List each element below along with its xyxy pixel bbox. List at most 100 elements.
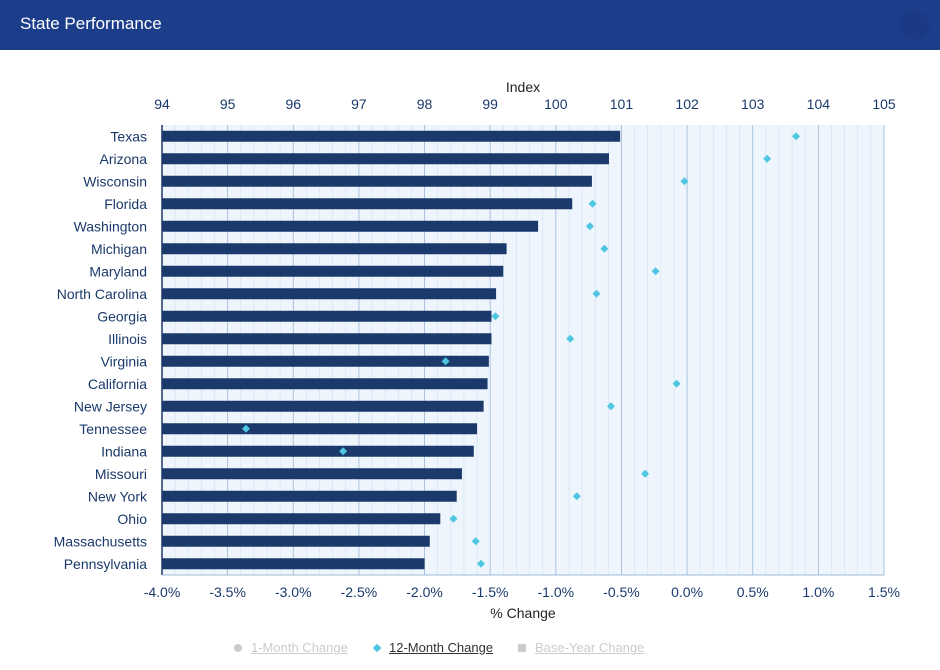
bottom-axis-tick-label: 1.5% (868, 584, 900, 600)
category-label: Florida (104, 196, 147, 212)
bar (162, 130, 621, 142)
diamond-marker (566, 334, 575, 343)
category-label: Georgia (97, 308, 147, 324)
bar (162, 535, 430, 547)
category-label: Maryland (89, 263, 147, 279)
diamond-marker (585, 222, 594, 231)
diamond-marker (449, 514, 458, 523)
bar (162, 288, 497, 300)
bottom-axis-tick-label: 0.0% (671, 584, 703, 600)
bar (162, 378, 488, 390)
bottom-axis-tick-label: -2.5% (341, 584, 378, 600)
top-axis-tick-label: 103 (741, 96, 765, 112)
legend-label-base-year: Base-Year Change (535, 640, 645, 655)
top-axis-tick-label: 94 (154, 96, 170, 112)
bar (162, 175, 592, 187)
bottom-axis-tick-label: -3.0% (275, 584, 312, 600)
plot-background (162, 125, 884, 575)
bar (162, 355, 489, 367)
legend-item-base-year[interactable]: Base-Year Change (518, 640, 644, 655)
bar (162, 558, 425, 570)
diamond-marker (242, 424, 251, 433)
category-label: Ohio (117, 511, 147, 527)
legend-item-12-month[interactable]: 12-Month Change (372, 640, 494, 655)
bar (162, 513, 441, 525)
bottom-axis-tick-label: -2.0% (406, 584, 443, 600)
diamond-marker (441, 357, 450, 366)
bar (162, 153, 609, 165)
diamond-marker (471, 537, 480, 546)
bottom-axis-tick-label: -1.0% (538, 584, 575, 600)
top-axis-tick-label: 97 (351, 96, 367, 112)
bar (162, 220, 539, 232)
bar (162, 265, 504, 277)
bar (162, 333, 492, 345)
top-axis-tick-label: 104 (807, 96, 831, 112)
diamond-marker (792, 132, 801, 141)
bottom-axis-tick-label: 1.0% (802, 584, 834, 600)
bar (162, 445, 474, 457)
bar (162, 198, 573, 210)
bottom-axis-tick-label: -3.5% (209, 584, 246, 600)
category-label: Michigan (91, 241, 147, 257)
diamond-marker (680, 177, 689, 186)
diamond-marker (672, 379, 681, 388)
diamond-marker (491, 312, 500, 321)
category-label: California (88, 376, 147, 392)
diamond-marker (763, 154, 772, 163)
category-label: Arizona (100, 151, 148, 167)
top-axis-title: Index (506, 79, 540, 95)
bottom-axis-tick-label: -4.0% (144, 584, 181, 600)
diamond-marker (592, 289, 601, 298)
top-axis-tick-label: 100 (544, 96, 568, 112)
bar (162, 468, 462, 480)
category-label: Massachusetts (54, 533, 147, 549)
top-axis-tick-label: 99 (482, 96, 498, 112)
category-label: New Jersey (74, 398, 147, 414)
top-axis-tick-label: 101 (610, 96, 634, 112)
diamond-marker (600, 244, 609, 253)
top-axis-tick-label: 96 (285, 96, 301, 112)
bar (162, 310, 492, 322)
bottom-axis-title: % Change (490, 605, 556, 621)
bar (162, 490, 457, 502)
user-avatar[interactable] (900, 10, 930, 40)
category-label: Missouri (95, 466, 147, 482)
bottom-axis-tick-label: -1.5% (472, 584, 509, 600)
category-label: Washington (74, 218, 147, 234)
category-label: Tennessee (79, 421, 147, 437)
category-label: Texas (110, 128, 147, 144)
diamond-marker (641, 469, 650, 478)
legend-label-12-month: 12-Month Change (389, 640, 494, 655)
bottom-axis-tick-label: -0.5% (603, 584, 640, 600)
top-axis-tick-label: 95 (220, 96, 236, 112)
category-label: Illinois (108, 331, 147, 347)
diamond-marker (572, 492, 581, 501)
bar (162, 400, 484, 412)
diamond-marker (476, 559, 485, 568)
diamond-marker (651, 267, 660, 276)
circle-icon (234, 643, 242, 652)
page-header: State Performance (0, 0, 940, 50)
legend-label-1-month: 1-Month Change (251, 640, 348, 655)
top-axis-tick-label: 98 (417, 96, 433, 112)
category-label: Virginia (101, 353, 148, 369)
category-label: Pennsylvania (64, 556, 147, 572)
state-performance-chart: Index 94 95 96 97 98 99 100 101 102 103 104 105 -4.0%… (54, 79, 900, 621)
bottom-axis-tick-label: 0.5% (737, 584, 769, 600)
page-title: State Performance (20, 14, 162, 33)
category-label: New York (88, 488, 148, 504)
category-label: Wisconsin (83, 173, 147, 189)
diamond-marker (588, 199, 597, 208)
legend-item-1-month[interactable]: 1-Month Change (234, 640, 348, 655)
square-icon (518, 643, 526, 652)
chart-legend: 1-Month Change 12-Month Change Base-Year… (0, 640, 940, 660)
top-axis-tick-label: 105 (872, 96, 896, 112)
diamond-marker (339, 447, 348, 456)
bar (162, 423, 478, 435)
category-label: Indiana (101, 443, 147, 459)
top-axis-tick-label: 102 (675, 96, 699, 112)
bar (162, 243, 507, 255)
category-label: North Carolina (57, 286, 147, 302)
diamond-icon (372, 643, 382, 652)
